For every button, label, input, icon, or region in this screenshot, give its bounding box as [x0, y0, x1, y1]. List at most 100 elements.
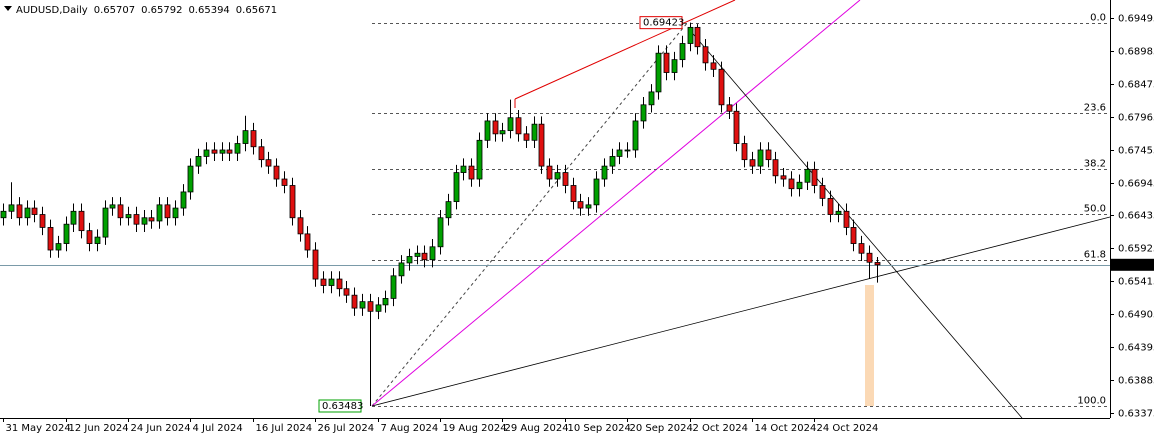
candle-body	[718, 68, 725, 106]
header-value: 0.65792	[141, 5, 182, 16]
x-tick-label: 31 May 2024	[6, 423, 71, 434]
y-tick-label: 0.67455	[1118, 146, 1154, 157]
price-label-box	[318, 399, 362, 413]
candle-body	[492, 120, 499, 135]
y-tick-label: 0.67965	[1118, 113, 1154, 124]
candle-body	[328, 278, 335, 286]
candle-body	[648, 91, 655, 106]
candle-body	[94, 236, 101, 244]
candle-body	[125, 214, 132, 219]
y-tick-label: 0.63375	[1118, 409, 1154, 420]
fibo-label: 50.0	[1084, 204, 1106, 215]
x-tick-label: 12 Jun 2024	[69, 423, 129, 434]
candle-body	[273, 165, 280, 180]
candle-body	[312, 249, 319, 280]
candle-body	[554, 172, 561, 180]
candle-body	[531, 123, 538, 141]
candle-body	[429, 246, 436, 261]
x-tick-label: 29 Aug 2024	[505, 423, 569, 434]
symbol: AUDUSD,Daily	[16, 5, 88, 16]
candle-body	[702, 46, 709, 64]
candle-body	[414, 252, 421, 257]
y-tick-label: 0.63885	[1118, 376, 1154, 387]
current-price-tag	[1111, 258, 1154, 271]
y-tick-label: 0.66435	[1118, 211, 1154, 222]
candle-body	[593, 178, 600, 206]
candle-body	[226, 149, 233, 154]
candle-body	[211, 149, 218, 154]
candle-body	[281, 178, 288, 186]
candle-body	[78, 210, 85, 232]
candle-body	[772, 159, 779, 177]
header-value: 0.65394	[188, 5, 229, 16]
candle-body	[460, 165, 467, 173]
trend-line-resistance	[687, 27, 1023, 419]
trend-line-magenta	[371, 0, 861, 407]
candle-body	[780, 175, 787, 180]
candle-body	[499, 130, 506, 135]
candle-body	[187, 165, 194, 193]
candle-body	[289, 185, 296, 219]
price-label-box	[639, 16, 683, 30]
candle-body	[390, 275, 397, 299]
candle-body	[757, 149, 764, 167]
candle-body	[258, 146, 265, 161]
y-tick-label: 0.66945	[1118, 179, 1154, 190]
price-label: 0.63483	[322, 401, 363, 412]
candle-body	[203, 149, 210, 157]
candle-body	[320, 278, 327, 286]
x-tick-label: 10 Sep 2024	[568, 423, 631, 434]
candle-body	[835, 210, 842, 215]
y-tick-label: 0.64905	[1118, 310, 1154, 321]
candle-body	[172, 207, 179, 219]
candle-body	[850, 227, 857, 244]
candle-body	[523, 133, 530, 141]
candle-body	[624, 149, 631, 152]
candle-body	[86, 230, 93, 244]
candle-body	[8, 204, 15, 212]
x-tick-label: 20 Sep 2024	[630, 423, 693, 434]
candle-body	[406, 256, 413, 264]
candle-body	[616, 149, 623, 157]
candle-body	[70, 210, 77, 225]
candle-body	[336, 278, 343, 290]
candle-body	[382, 298, 389, 306]
fibo-label: 61.8	[1084, 250, 1106, 261]
candle-body	[265, 159, 272, 167]
x-tick-label: 4 Jul 2024	[193, 423, 243, 434]
candle-body	[609, 156, 616, 167]
candle-body	[351, 294, 358, 309]
candle-body	[304, 233, 311, 251]
candle-body	[242, 130, 249, 144]
candle-body	[788, 178, 795, 190]
candle-body	[827, 197, 834, 215]
candle-body	[515, 117, 522, 135]
trend-line-support	[371, 216, 1111, 407]
y-tick-label: 0.65415	[1118, 277, 1154, 288]
candle-body	[31, 207, 38, 215]
candle-body	[866, 252, 873, 263]
candle-body	[796, 181, 803, 190]
fibo-label: 0.0	[1090, 13, 1106, 24]
candle-body	[632, 120, 639, 151]
candle-body	[156, 204, 163, 222]
candle-body	[546, 165, 553, 180]
x-tick-label: 26 Jul 2024	[318, 423, 375, 434]
menu-arrow[interactable]	[4, 6, 12, 11]
candle-body	[811, 168, 818, 186]
candle-body	[180, 191, 187, 209]
candle-body	[819, 185, 826, 199]
x-tick-label: 19 Aug 2024	[443, 423, 507, 434]
candle-body	[55, 243, 62, 251]
candle-body	[538, 123, 545, 167]
candle-body	[585, 204, 592, 209]
candle-body	[476, 139, 483, 180]
candle-body	[741, 143, 748, 161]
candle-body	[148, 217, 155, 222]
candle-body	[367, 301, 374, 312]
candle-body	[484, 120, 491, 141]
y-tick-label: 0.68985	[1118, 47, 1154, 58]
candle-body	[359, 301, 366, 309]
candle-body	[219, 149, 226, 154]
